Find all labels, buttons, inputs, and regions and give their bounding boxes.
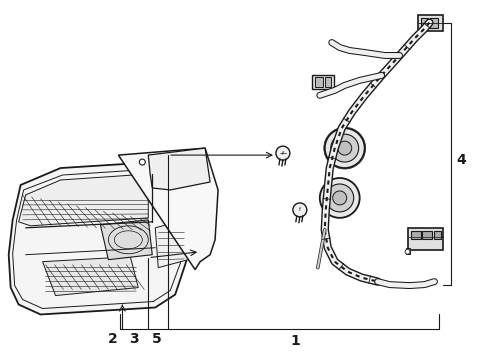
Circle shape bbox=[338, 141, 352, 155]
Circle shape bbox=[326, 184, 354, 212]
Circle shape bbox=[276, 146, 290, 160]
Bar bbox=[431, 18, 439, 28]
Polygon shape bbox=[9, 162, 200, 315]
Bar bbox=[420, 18, 428, 28]
Circle shape bbox=[320, 178, 360, 218]
Text: 2: 2 bbox=[107, 332, 117, 346]
Text: 3: 3 bbox=[129, 332, 139, 346]
Circle shape bbox=[325, 128, 365, 168]
Bar bbox=[435, 231, 441, 239]
Circle shape bbox=[139, 159, 145, 165]
Polygon shape bbox=[119, 148, 218, 270]
Circle shape bbox=[333, 191, 347, 205]
Bar bbox=[422, 231, 433, 239]
Bar bbox=[325, 77, 331, 87]
Bar bbox=[411, 231, 420, 239]
Bar bbox=[417, 15, 443, 31]
Text: 4: 4 bbox=[457, 153, 466, 167]
Text: f: f bbox=[282, 150, 284, 156]
Bar bbox=[312, 75, 334, 89]
Polygon shape bbox=[155, 220, 188, 268]
Polygon shape bbox=[19, 174, 148, 226]
Text: 1: 1 bbox=[290, 334, 300, 348]
Polygon shape bbox=[100, 220, 152, 260]
Bar bbox=[408, 228, 443, 250]
Circle shape bbox=[293, 203, 307, 217]
Circle shape bbox=[405, 249, 410, 254]
Text: f: f bbox=[299, 207, 301, 212]
Polygon shape bbox=[43, 257, 138, 296]
Polygon shape bbox=[148, 148, 210, 190]
Bar bbox=[315, 77, 323, 87]
Text: 5: 5 bbox=[152, 332, 162, 346]
Bar bbox=[406, 248, 410, 254]
Circle shape bbox=[331, 134, 359, 162]
